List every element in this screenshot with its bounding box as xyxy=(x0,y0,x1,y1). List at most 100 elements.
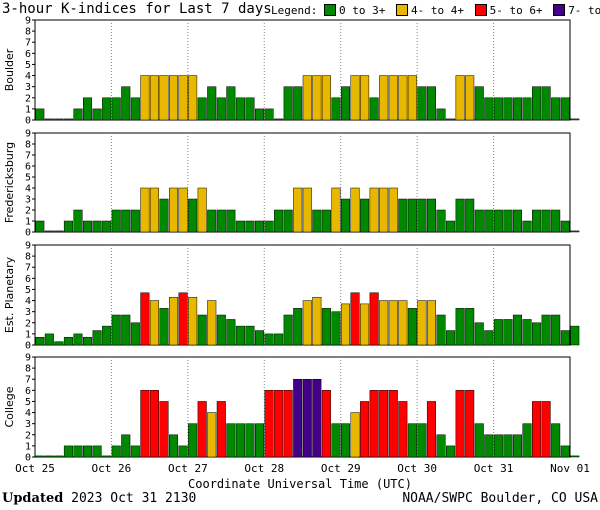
k-index-bar xyxy=(245,220,255,233)
y-tick-label: 9 xyxy=(25,129,31,140)
panel-frame xyxy=(34,19,571,121)
k-index-bar xyxy=(465,75,475,121)
k-index-bar xyxy=(140,75,150,121)
k-index-bar xyxy=(73,445,83,458)
k-index-bar xyxy=(407,75,417,121)
legend-item-red: 5- to 6+ xyxy=(474,4,543,17)
y-tick-label: 4 xyxy=(25,71,31,82)
k-index-bar xyxy=(455,198,465,233)
k-index-bar xyxy=(532,86,542,121)
k-index-bar xyxy=(188,423,198,458)
k-index-bar xyxy=(130,322,140,346)
x-tick-label: Oct 26 xyxy=(92,462,132,475)
k-index-bar xyxy=(169,296,179,346)
k-index-bar xyxy=(532,322,542,346)
y-tick-label: 5 xyxy=(25,173,31,184)
k-index-bar xyxy=(140,390,150,458)
panel-label: Fredericksburg xyxy=(3,142,16,223)
y-tick-label: 4 xyxy=(25,296,31,307)
k-index-bar xyxy=(512,314,522,346)
k-index-bar xyxy=(340,423,351,458)
k-index-bar xyxy=(178,75,188,121)
k-index-bar xyxy=(446,118,456,121)
k-index-bar xyxy=(283,390,293,458)
k-index-bar xyxy=(532,401,542,458)
k-index-bar xyxy=(283,209,293,233)
k-index-bar xyxy=(188,198,198,233)
k-index-bar xyxy=(474,322,484,346)
k-index-bar xyxy=(321,308,331,346)
k-index-bar xyxy=(560,445,570,458)
k-index-bar xyxy=(379,300,389,346)
k-index-bar xyxy=(312,75,322,121)
k-index-bar xyxy=(235,97,245,121)
k-index-bar xyxy=(44,333,54,346)
k-index-bar xyxy=(551,209,561,233)
x-tick-label: Oct 31 xyxy=(474,462,514,475)
k-index-bar xyxy=(197,314,207,346)
k-index-bar xyxy=(169,434,179,458)
k-index-bar xyxy=(293,187,303,233)
x-tick-label: Oct 27 xyxy=(168,462,208,475)
k-index-bar xyxy=(44,230,54,233)
k-index-bar xyxy=(216,314,226,346)
x-tick-label: Oct 30 xyxy=(397,462,437,475)
k-index-bar xyxy=(446,445,456,458)
x-tick-label: Nov 01 xyxy=(550,462,590,475)
k-index-bar xyxy=(293,308,303,346)
k-index-bar xyxy=(522,423,532,458)
k-index-bar xyxy=(532,209,542,233)
k-index-bar xyxy=(35,220,45,233)
k-index-bar xyxy=(446,330,456,346)
k-index-bar xyxy=(379,75,389,121)
k-index-bar xyxy=(436,434,446,458)
k-index-bar xyxy=(235,325,245,346)
k-index-bar xyxy=(197,401,207,458)
k-index-bar xyxy=(149,75,159,121)
k-index-bar xyxy=(216,97,226,121)
k-index-bar xyxy=(92,108,102,121)
k-index-bar xyxy=(379,390,389,458)
y-tick-label: 8 xyxy=(25,27,31,38)
legend-swatch xyxy=(323,4,336,16)
k-index-bar xyxy=(340,198,351,233)
k-index-bar xyxy=(83,220,93,233)
legend-item-green: 0 to 3+ xyxy=(323,4,385,17)
k-index-bar xyxy=(54,341,64,346)
k-index-bar xyxy=(44,455,54,458)
k-index-bar xyxy=(350,412,360,458)
y-tick-label: 2 xyxy=(25,206,31,217)
k-index-bar xyxy=(216,209,226,233)
x-tick-label: Oct 25 xyxy=(15,462,55,475)
k-index-bar xyxy=(102,220,112,233)
k-index-bar xyxy=(379,187,389,233)
k-index-bar xyxy=(63,445,73,458)
k-index-bar xyxy=(35,455,45,458)
k-index-bar xyxy=(235,423,245,458)
k-index-bar xyxy=(264,390,274,458)
k-index-bar xyxy=(407,198,417,233)
k-index-bar xyxy=(197,97,207,121)
k-index-bar xyxy=(159,308,169,346)
k-index-bar xyxy=(226,86,236,121)
panel-frame xyxy=(34,244,571,346)
y-tick-label: 3 xyxy=(25,195,31,206)
k-index-bar xyxy=(149,187,159,233)
k-index-bar xyxy=(92,445,102,458)
k-index-bar xyxy=(111,97,121,121)
k-index-bar xyxy=(274,390,284,458)
k-index-bar xyxy=(302,300,312,346)
k-index-bar xyxy=(35,336,45,346)
k-index-bar xyxy=(503,319,513,346)
k-index-bar xyxy=(159,198,169,233)
k-index-bar xyxy=(388,300,398,346)
y-tick-label: 8 xyxy=(25,364,31,375)
k-index-bar xyxy=(188,75,198,121)
legend-swatch xyxy=(395,4,408,16)
y-tick-label: 3 xyxy=(25,419,31,430)
k-index-bar xyxy=(436,108,446,121)
k-index-bar xyxy=(350,75,360,121)
y-tick-label: 1 xyxy=(25,217,31,228)
k-index-bar xyxy=(254,108,265,121)
k-index-bar xyxy=(551,423,561,458)
